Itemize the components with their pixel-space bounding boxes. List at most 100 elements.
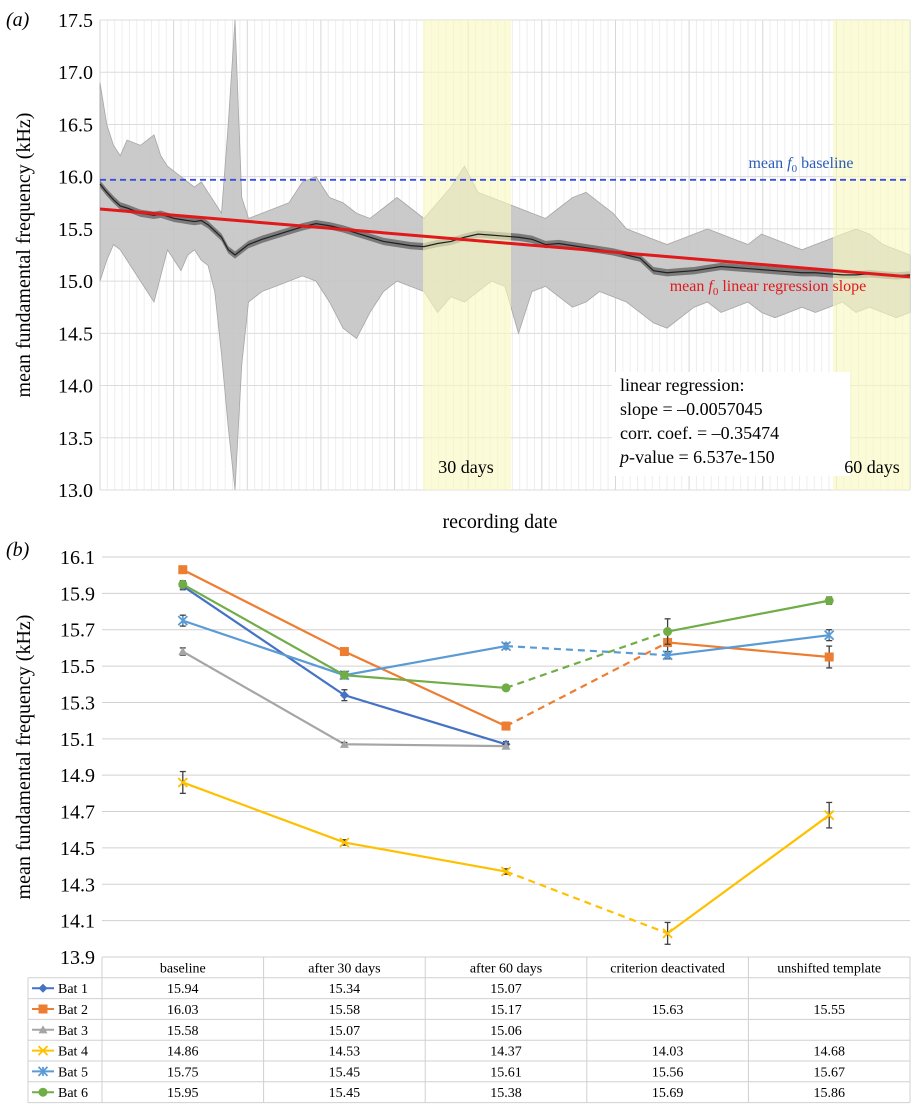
series-line bbox=[667, 641, 830, 659]
y-tick-label: 16.1 bbox=[60, 547, 95, 569]
table-cell: 15.61 bbox=[490, 1065, 522, 1080]
data-point bbox=[38, 1087, 48, 1097]
table-series-label: Bat 6 bbox=[58, 1086, 88, 1101]
series-bat-1 bbox=[178, 581, 511, 749]
table-cell: 15.45 bbox=[329, 1065, 361, 1080]
table-series-label: Bat 4 bbox=[58, 1045, 88, 1060]
panel-b-grid bbox=[102, 556, 910, 958]
table-header-cell: baseline bbox=[160, 961, 206, 976]
regression-label: mean f0 linear regression slope bbox=[670, 278, 867, 298]
y-tick-label: 15.9 bbox=[60, 583, 95, 605]
stats-box-background bbox=[612, 372, 850, 476]
panel-b-y-axis-label: mean fundamental frequency (kHz) bbox=[13, 615, 35, 900]
y-tick-label: 15.7 bbox=[60, 620, 95, 642]
table-cell: 16.03 bbox=[167, 1003, 199, 1018]
panel-b-data-table: baseline after 30 days after 60 days criter… bbox=[27, 956, 911, 1104]
table-cell: 15.75 bbox=[167, 1065, 199, 1080]
table-cell: 15.95 bbox=[167, 1086, 199, 1101]
series-line bbox=[666, 814, 830, 935]
data-point bbox=[178, 647, 188, 656]
y-tick-label: 14.9 bbox=[60, 765, 95, 787]
data-point bbox=[339, 670, 349, 680]
y-tick-label: 14.5 bbox=[58, 323, 93, 345]
table-cell: 15.07 bbox=[490, 982, 522, 997]
y-tick-label: 15.0 bbox=[58, 271, 93, 293]
table-cell: 15.17 bbox=[490, 1003, 522, 1018]
data-point bbox=[501, 721, 511, 731]
data-point bbox=[339, 647, 349, 657]
data-point bbox=[38, 1025, 48, 1034]
y-tick-label: 14.1 bbox=[60, 911, 95, 933]
y-tick-label: 13.5 bbox=[58, 428, 93, 450]
table-header-cell: after 30 days bbox=[308, 961, 380, 976]
table-cell: 15.34 bbox=[329, 982, 361, 997]
table-series-label: Bat 5 bbox=[58, 1065, 88, 1080]
panel-b: (b) 16.1 15.9 15.7 15.5 15.3 15.1 14.9 14.7 14.5… bbox=[6, 539, 911, 1104]
series-bat-5 bbox=[177, 614, 835, 681]
data-point bbox=[339, 837, 350, 848]
table-cell: 15.45 bbox=[329, 1086, 361, 1101]
series-bat-2 bbox=[178, 565, 834, 731]
data-point bbox=[178, 565, 188, 575]
table-series-label: Bat 1 bbox=[58, 982, 88, 997]
y-tick-label: 15.1 bbox=[60, 729, 95, 751]
data-point bbox=[178, 579, 188, 589]
table-cell: 15.56 bbox=[652, 1065, 684, 1080]
table-series-label: Bat 2 bbox=[58, 1003, 88, 1018]
panel-a-label: (a) bbox=[6, 9, 30, 31]
series-line bbox=[182, 585, 507, 746]
data-point bbox=[38, 1004, 48, 1014]
panel-b-y-ticks: 16.1 15.9 15.7 15.5 15.3 15.1 14.9 14.7 14.5 14.3… bbox=[60, 547, 95, 969]
table-cell: 15.63 bbox=[652, 1003, 684, 1018]
legend-key bbox=[32, 1066, 54, 1077]
series-line-dashed bbox=[505, 630, 668, 689]
panel-b-label: (b) bbox=[6, 539, 30, 561]
y-tick-label: 14.3 bbox=[60, 874, 95, 896]
series-bat-4 bbox=[177, 770, 835, 945]
table-cell: 15.55 bbox=[813, 1003, 845, 1018]
legend-key bbox=[32, 1025, 54, 1034]
series-line bbox=[667, 599, 830, 633]
series-line-dashed bbox=[505, 870, 668, 935]
table-cell: 15.38 bbox=[490, 1086, 522, 1101]
table-header-cell: unshifted template bbox=[777, 961, 881, 976]
highlight-region-30-days bbox=[423, 20, 511, 490]
y-tick-label: 13.9 bbox=[60, 947, 95, 969]
data-point bbox=[339, 739, 349, 748]
series-line bbox=[667, 634, 830, 657]
baseline-label: mean f0 baseline bbox=[748, 155, 853, 175]
data-point bbox=[339, 690, 349, 700]
y-tick-label: 17.5 bbox=[58, 10, 93, 32]
table-cell: 14.03 bbox=[652, 1045, 684, 1060]
table-cell: 15.58 bbox=[167, 1024, 199, 1039]
panel-a-x-axis-label: recording date bbox=[443, 511, 558, 533]
panel-b-series bbox=[177, 565, 835, 945]
data-point bbox=[824, 810, 835, 821]
y-tick-label: 14.7 bbox=[60, 802, 95, 824]
panel-a: (a) 17.5 17.0 16.5 16.0 15.5 15.0 14.5 14.0 13.5… bbox=[6, 9, 911, 533]
stats-corr: corr. coef. = –0.35474 bbox=[620, 423, 779, 443]
y-tick-label: 15.3 bbox=[60, 692, 95, 714]
table-series-label: Bat 3 bbox=[58, 1024, 88, 1039]
table-cell: 15.94 bbox=[167, 982, 199, 997]
panel-a-y-ticks: 17.5 17.0 16.5 16.0 15.5 15.0 14.5 14.0 13.5 13.0 bbox=[58, 10, 93, 502]
y-tick-label: 14.0 bbox=[58, 376, 93, 398]
y-tick-label: 14.5 bbox=[60, 838, 95, 860]
series-line bbox=[182, 781, 507, 873]
table-header-cell: after 60 days bbox=[470, 961, 542, 976]
data-point bbox=[37, 1045, 49, 1056]
legend-key bbox=[32, 1045, 54, 1056]
table-cell: 15.07 bbox=[329, 1024, 361, 1039]
data-point bbox=[824, 652, 834, 662]
y-tick-label: 15.5 bbox=[58, 219, 93, 241]
stats-pvalue: p-value = 6.537e-150 bbox=[618, 447, 775, 467]
legend-key bbox=[32, 983, 54, 993]
data-point bbox=[177, 777, 188, 788]
data-point bbox=[38, 983, 48, 993]
table-cell: 15.06 bbox=[490, 1024, 522, 1039]
stats-slope: slope = –0.0057045 bbox=[620, 399, 763, 419]
y-tick-label: 16.5 bbox=[58, 114, 93, 136]
data-point bbox=[500, 866, 512, 877]
table-cell: 15.58 bbox=[329, 1003, 361, 1018]
table-cell: 15.86 bbox=[813, 1086, 845, 1101]
